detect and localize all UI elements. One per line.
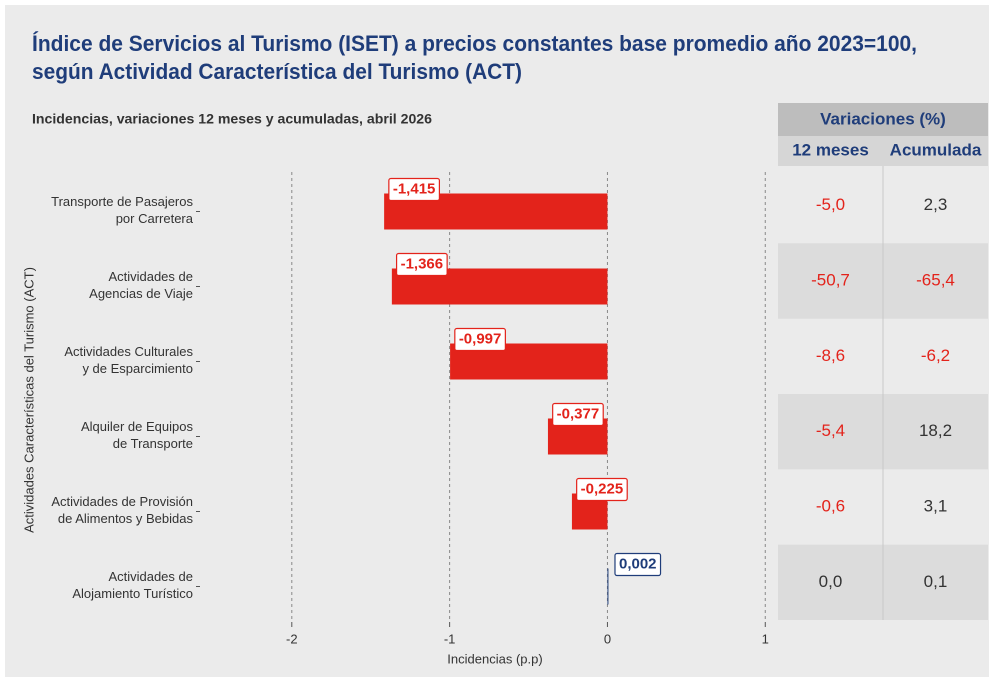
data-label: -0,225 xyxy=(581,480,624,497)
data-label-box xyxy=(454,327,506,352)
data-label: 0,002 xyxy=(619,555,657,572)
y-axis-label: Actividades Características del Turismo … xyxy=(21,267,36,533)
table-cell: -5,4 xyxy=(816,421,845,440)
chart-title: según Actividad Característica del Turis… xyxy=(32,59,522,84)
y-tick-label: Actividades de Provisión de Alimentos y … xyxy=(51,493,193,526)
data-label: -0,377 xyxy=(557,405,600,422)
y-tick-label: Actividades de Agencias de Viaje xyxy=(89,268,193,301)
data-label: -0,997 xyxy=(459,330,502,347)
data-label-box xyxy=(388,177,441,202)
table-cell: -0,6 xyxy=(816,496,845,515)
chart-title: Índice de Servicios al Turismo (ISET) a … xyxy=(32,31,917,56)
table-cell: -6,2 xyxy=(921,346,950,365)
x-tick-label: -1 xyxy=(444,631,456,646)
table-column-header: 12 meses xyxy=(792,140,869,159)
data-label-box xyxy=(576,477,628,502)
table-cell: 0,0 xyxy=(819,572,843,591)
data-label-box xyxy=(395,252,448,277)
bar xyxy=(607,568,609,605)
y-tick-label: Transporte de Pasajeros por Carretera xyxy=(51,193,193,226)
y-tick-label: Actividades de Alojamiento Turístico xyxy=(72,568,193,601)
data-label-box xyxy=(552,402,604,427)
table-cell: -50,7 xyxy=(811,270,850,289)
y-tick-label: Actividades Culturales y de Esparcimient… xyxy=(64,343,193,376)
table-cell: 0,1 xyxy=(924,572,948,591)
table-cell: 18,2 xyxy=(919,421,952,440)
table-cell: 3,1 xyxy=(924,496,948,515)
data-label-box xyxy=(614,552,662,577)
y-tick-label: Alquiler de Equipos de Transporte xyxy=(80,418,193,451)
data-label: -1,415 xyxy=(393,180,436,197)
table-subheader-bg xyxy=(778,136,988,166)
data-label: -1,366 xyxy=(401,255,444,272)
table-cell: -5,0 xyxy=(816,195,845,214)
x-tick-label: -2 xyxy=(286,631,298,646)
table-header: Variaciones (%) xyxy=(820,109,946,128)
x-axis-label: Incidencias (p.p) xyxy=(447,651,542,666)
x-tick-label: 0 xyxy=(604,631,611,646)
table-cell: 2,3 xyxy=(924,195,948,214)
table-cell: -65,4 xyxy=(916,270,955,289)
x-tick-label: 1 xyxy=(762,631,769,646)
subtitle: Incidencias, variaciones 12 meses y acum… xyxy=(32,111,432,127)
table-cell: -8,6 xyxy=(816,346,845,365)
table-column-header: Acumulada xyxy=(890,140,982,159)
